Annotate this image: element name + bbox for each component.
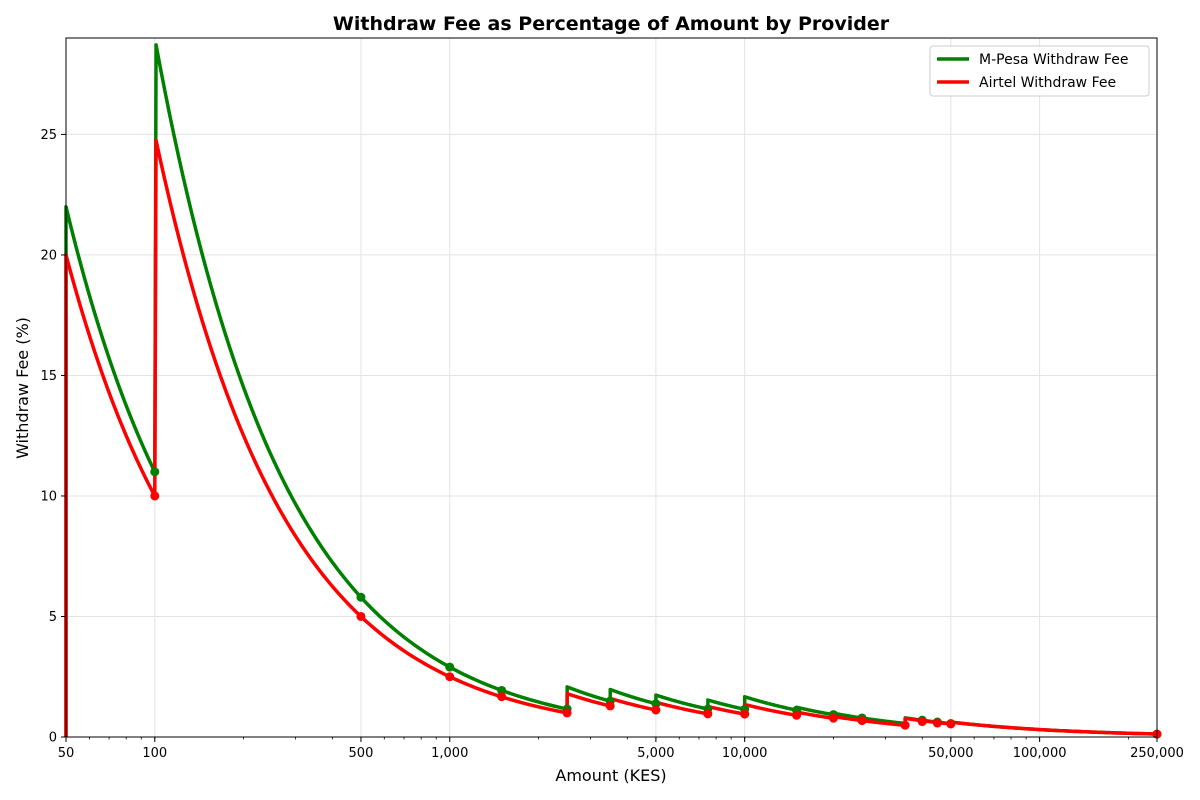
series-marker-0: [497, 685, 507, 695]
series-marker-1: [932, 718, 942, 728]
y-axis-label: Withdraw Fee (%): [13, 317, 32, 459]
grid: [65, 38, 1158, 738]
legend-label-mpesa: M-Pesa Withdraw Fee: [979, 52, 1128, 68]
series-marker-1: [445, 672, 455, 682]
x-tick-label: 50,000: [928, 746, 974, 761]
x-tick-label: 5,000: [637, 746, 674, 761]
series-marker-1: [946, 719, 956, 729]
legend: M-Pesa Withdraw Fee Airtel Withdraw Fee: [929, 45, 1150, 97]
x-tick-label: 500: [349, 746, 374, 761]
y-tick-label: 25: [40, 128, 57, 143]
y-tick-label: 5: [49, 610, 57, 625]
series-marker-1: [900, 720, 910, 730]
plot-area: [64, 43, 1162, 739]
x-axis: 50 100 500 1,000 5,000 10,000 50,000 100,000 250…: [58, 737, 1184, 761]
chart-title: Withdraw Fee as Percentage of Amount by …: [333, 13, 890, 35]
series-marker-1: [703, 709, 713, 719]
y-tick-label: 0: [49, 731, 57, 746]
x-tick-label: 10,000: [722, 746, 768, 761]
series-marker-1: [605, 701, 615, 711]
series-marker-1: [740, 709, 750, 719]
series-marker-1: [562, 708, 572, 718]
series-marker-0: [445, 662, 455, 672]
series-marker-0: [356, 592, 366, 602]
x-tick-label: 100: [142, 746, 167, 761]
legend-box: [929, 45, 1150, 97]
series-marker-1: [497, 692, 507, 702]
series-marker-1: [150, 491, 160, 501]
y-tick-label: 10: [40, 489, 57, 504]
series-marker-1: [828, 713, 838, 723]
series-marker-1: [857, 716, 867, 726]
series-marker-1: [917, 717, 927, 727]
series-marker-0: [150, 467, 160, 477]
x-axis-label: Amount (KES): [555, 766, 666, 785]
series-marker-1: [792, 710, 802, 720]
series-marker-1: [651, 705, 661, 715]
y-tick-label: 15: [40, 369, 57, 384]
y-axis: 0 5 10 15 20 25: [40, 128, 66, 746]
series-marker-1: [356, 611, 366, 621]
plot-frame: [65, 37, 1158, 738]
x-tick-label: 50: [58, 746, 75, 761]
y-tick-label: 20: [40, 248, 57, 263]
x-tick-label: 250,000: [1130, 746, 1184, 761]
legend-label-airtel: Airtel Withdraw Fee: [979, 75, 1116, 91]
x-tick-label: 1,000: [431, 746, 468, 761]
series-marker-0: [651, 699, 661, 709]
x-tick-label: 100,000: [1013, 746, 1067, 761]
